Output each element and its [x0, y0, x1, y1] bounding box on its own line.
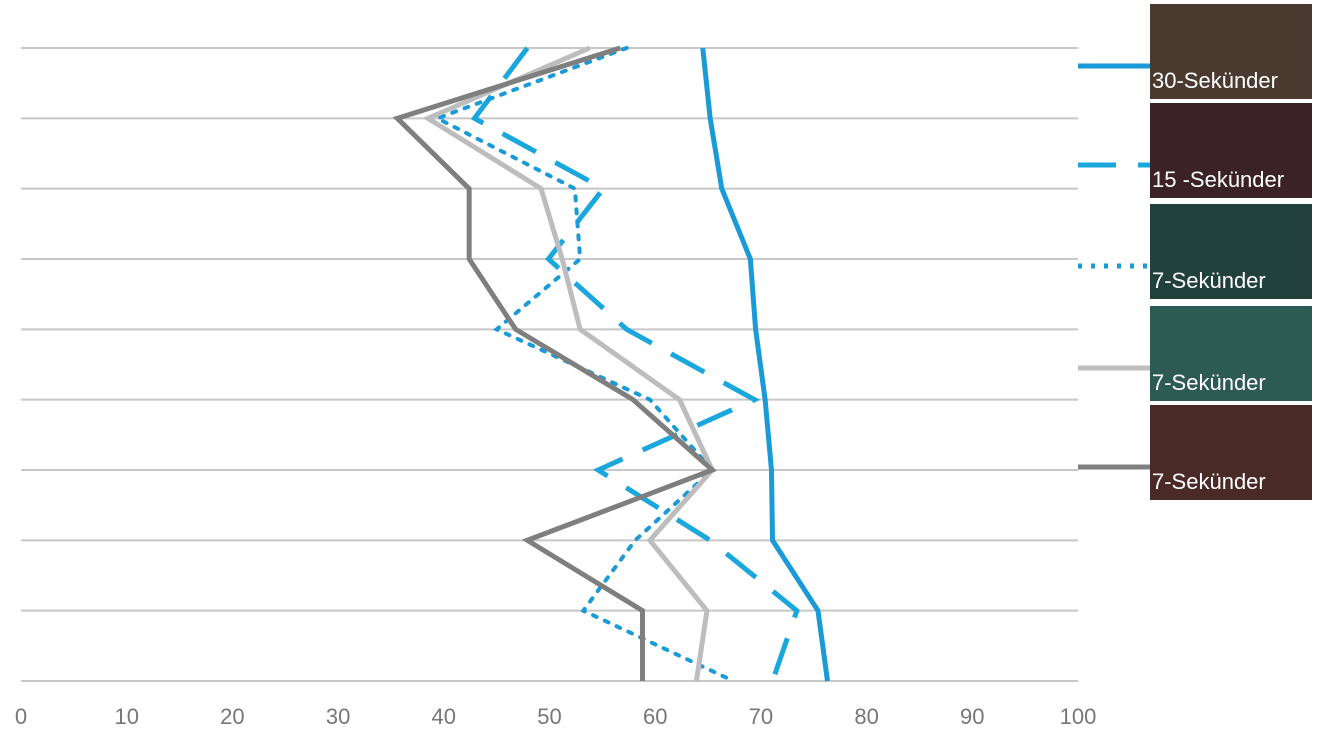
x-tick-label: 70 [749, 704, 773, 729]
legend-item: 15 -Sekünder [1078, 103, 1312, 198]
x-tick-label: 10 [114, 704, 138, 729]
x-tick-label: 20 [220, 704, 244, 729]
legend-label: 30-Sekünder [1152, 68, 1278, 93]
x-tick-label: 30 [326, 704, 350, 729]
x-tick-label: 50 [537, 704, 561, 729]
chart: 0 10 20 30 40 50 60 70 80 90 100 30-Sekünder 15 -Sek… [0, 0, 1334, 729]
legend-label: 7-Sekünder [1152, 469, 1266, 494]
series-line [474, 48, 796, 681]
legend-label: 15 -Sekünder [1152, 167, 1284, 192]
x-tick-label: 60 [643, 704, 667, 729]
x-tick-label: 100 [1060, 704, 1097, 729]
x-tick-label: 90 [960, 704, 984, 729]
legend-label: 7-Sekünder [1152, 370, 1266, 395]
legend-item: 30-Sekünder [1078, 4, 1312, 99]
legend-item: 7-Sekünder [1078, 204, 1312, 299]
x-tick-label: 80 [854, 704, 878, 729]
x-tick-label: 40 [432, 704, 456, 729]
legend-item: 7-Sekünder [1078, 405, 1312, 500]
series-line [397, 48, 712, 681]
legend-item: 7-Sekünder [1078, 306, 1312, 401]
series-line [703, 48, 828, 681]
legend-label: 7-Sekünder [1152, 268, 1266, 293]
x-tick-label: 0 [15, 704, 27, 729]
